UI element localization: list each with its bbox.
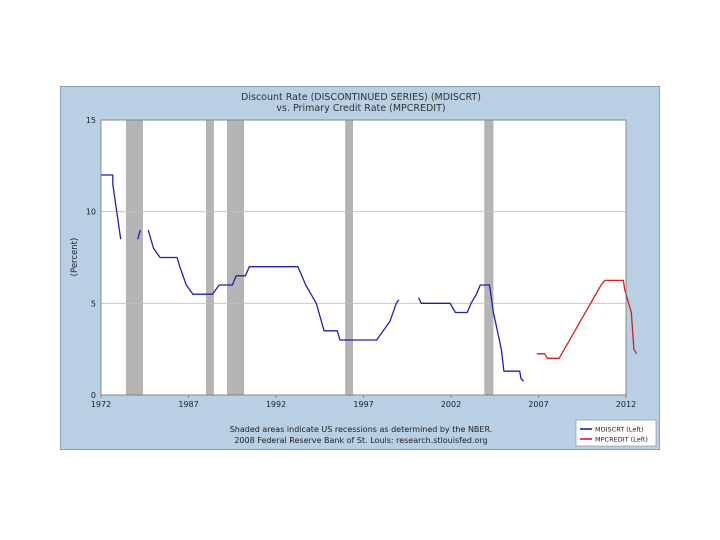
- y-tick-label-1: 5: [91, 299, 96, 308]
- legend-label-1: MPCREDIT (Left): [595, 436, 648, 444]
- x-tick-label-6: 2012: [616, 400, 636, 409]
- y-tick-label-3: 15: [86, 116, 96, 125]
- chart-subtitle: vs. Primary Credit Rate (MPCREDIT): [276, 103, 445, 114]
- recession-band-1: [206, 120, 214, 395]
- x-tick-label-0: 1972: [91, 400, 111, 409]
- series-0-line-segment-1: [137, 229, 142, 240]
- chart-title: Discount Rate (DISCONTINUED SERIES) (MDI…: [241, 92, 481, 103]
- tick-labels: 0 5 10 15 1972 1987 1992 1997 2002 2007 2012: [86, 116, 636, 409]
- series-1-line-segment-0: [536, 279, 638, 359]
- x-tick-label-5: 2007: [528, 400, 548, 409]
- chart-frame: Discount Rate (DISCONTINUED SERIES) (MDI…: [60, 86, 660, 450]
- series-lines: [101, 174, 638, 382]
- plot-area: [101, 120, 626, 395]
- recession-bands: [125, 120, 494, 395]
- legend-box: [575, 419, 657, 447]
- chart-svg: Discount Rate (DISCONTINUED SERIES) (MDI…: [70, 92, 657, 447]
- x-tick-label-3: 1997: [353, 400, 373, 409]
- recession-band-0: [125, 120, 143, 395]
- legend: MDISCRT (Left) MPCREDIT (Left): [580, 426, 648, 444]
- legend-label-0: MDISCRT (Left): [595, 426, 644, 434]
- y-tick-label-0: 0: [91, 391, 96, 400]
- series-0-line-segment-0: [101, 174, 122, 240]
- series-0-line-segment-2: [147, 229, 400, 341]
- x-tick-label-1: 1987: [178, 400, 198, 409]
- x-tick-label-2: 1992: [266, 400, 286, 409]
- y-axis-title: (Percent): [70, 238, 80, 277]
- recession-band-3: [345, 120, 353, 395]
- y-tick-label-2: 10: [86, 208, 96, 217]
- footnote-line-2: 2008 Federal Reserve Bank of St. Louis: …: [234, 436, 487, 445]
- x-tick-label-4: 2002: [441, 400, 461, 409]
- recession-band-4: [484, 120, 494, 395]
- footnote-line-1: Shaded areas indicate US recessions as d…: [230, 425, 493, 434]
- series-0-line-segment-3: [418, 284, 525, 382]
- recession-band-2: [227, 120, 245, 395]
